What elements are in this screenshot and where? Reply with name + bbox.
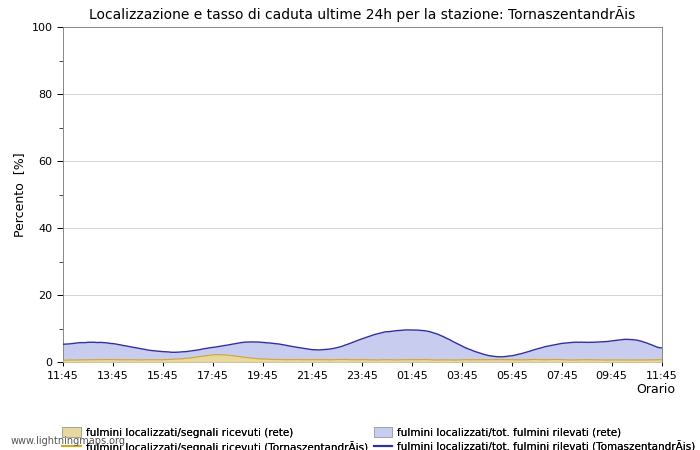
Text: www.lightningmaps.org: www.lightningmaps.org	[10, 436, 125, 446]
Legend: fulmini localizzati/segnali ricevuti (rete), fulmini localizzati/segnali ricevut: fulmini localizzati/segnali ricevuti (re…	[62, 428, 696, 450]
Y-axis label: Percento  [%]: Percento [%]	[13, 152, 26, 237]
Title: Localizzazione e tasso di caduta ultime 24h per la stazione: TornaszentandrÃis: Localizzazione e tasso di caduta ultime …	[89, 6, 636, 22]
Text: Orario: Orario	[636, 383, 676, 396]
